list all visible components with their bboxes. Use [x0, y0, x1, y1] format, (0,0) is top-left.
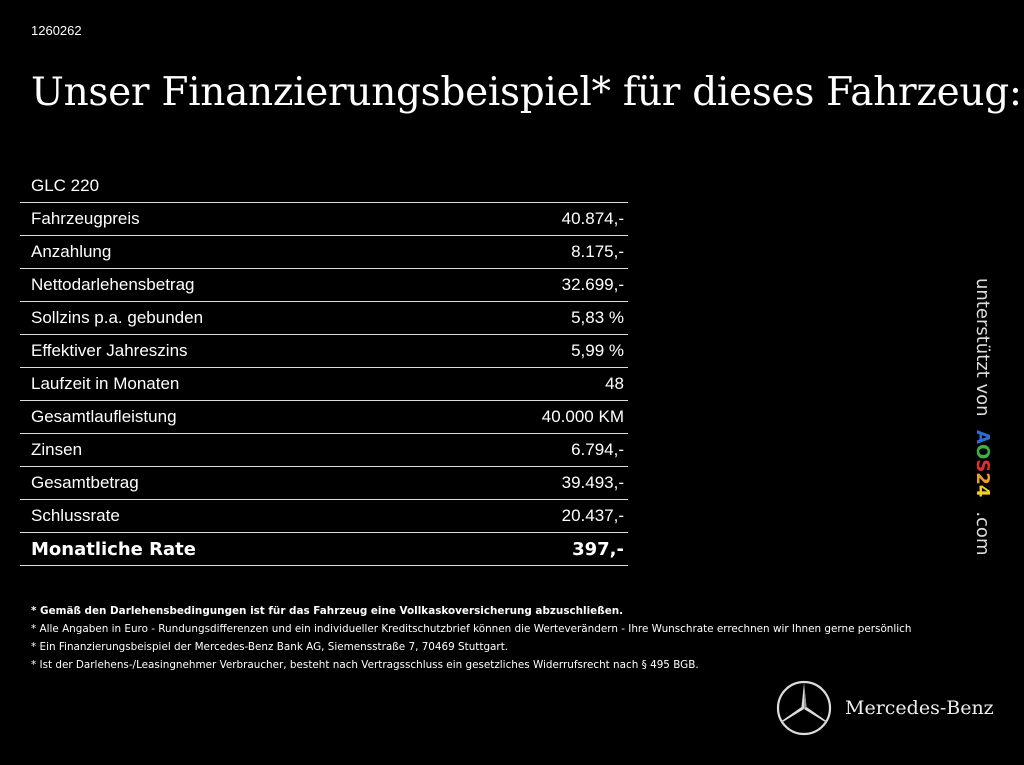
row-label: Fahrzeugpreis: [31, 209, 140, 228]
footnote: * Ist der Darlehens-/Leasingnehmer Verbr…: [31, 659, 699, 671]
row-label: Laufzeit in Monaten: [31, 374, 180, 393]
sponsor-credit: unterstützt von AOS24 .com: [972, 278, 993, 555]
aos24-logo: AOS24: [972, 430, 993, 497]
table-row: Zinsen 6.794,-: [20, 434, 628, 467]
footnote: * Ein Finanzierungsbeispiel der Mercedes…: [31, 641, 509, 653]
sponsor-prefix: unterstützt von: [972, 278, 993, 417]
row-label: Zinsen: [31, 440, 83, 459]
brand-name: Mercedes-Benz: [845, 697, 994, 719]
sponsor-suffix: .com: [972, 511, 993, 556]
logo-letter: O: [972, 444, 993, 460]
row-label: Effektiver Jahreszins: [31, 341, 188, 360]
row-value: 39.493,-: [561, 473, 624, 492]
table-row: Sollzins p.a. gebunden 5,83 %: [20, 302, 628, 335]
page-title: Unser Finanzierungsbeispiel* für dieses …: [31, 70, 1022, 115]
row-label: Gesamtbetrag: [31, 473, 139, 492]
row-label: Gesamtlaufleistung: [31, 407, 177, 426]
row-value: 6.794,-: [571, 440, 624, 459]
table-row: Anzahlung 8.175,-: [20, 236, 628, 269]
row-value: 5,99 %: [571, 341, 624, 360]
mercedes-star-icon: [776, 680, 832, 736]
row-label: Schlussrate: [31, 506, 120, 525]
row-label: Sollzins p.a. gebunden: [31, 308, 204, 327]
row-value: 40.000 KM: [541, 407, 624, 426]
row-value: 40.874,-: [561, 209, 624, 228]
table-row: Gesamtlaufleistung 40.000 KM: [20, 401, 628, 434]
model-row: GLC 220: [20, 170, 628, 203]
row-value: 5,83 %: [571, 308, 624, 327]
row-label: Nettodarlehensbetrag: [31, 275, 195, 294]
vehicle-code: 1260262: [31, 23, 82, 38]
table-row: Laufzeit in Monaten 48: [20, 368, 628, 401]
row-value: 48: [605, 374, 624, 393]
row-value: 32.699,-: [561, 275, 624, 294]
model-name: GLC 220: [31, 176, 100, 195]
row-value: 20.437,-: [561, 506, 624, 525]
row-value: 8.175,-: [571, 242, 624, 261]
footnote: * Alle Angaben in Euro - Rundungsdiffere…: [31, 623, 912, 635]
logo-letter: 4: [972, 485, 993, 498]
footnotes: * Gemäß den Darlehensbedingungen ist für…: [31, 602, 911, 674]
total-value: 397,-: [572, 538, 624, 560]
mercedes-benz-logo: Mercedes-Benz: [776, 680, 994, 736]
row-label: Anzahlung: [31, 242, 112, 261]
logo-letter: A: [972, 430, 993, 445]
table-row: Fahrzeugpreis 40.874,-: [20, 203, 628, 236]
table-row: Nettodarlehensbetrag 32.699,-: [20, 269, 628, 302]
table-row: Effektiver Jahreszins 5,99 %: [20, 335, 628, 368]
footnote: * Gemäß den Darlehensbedingungen ist für…: [31, 605, 624, 617]
table-row: Schlussrate 20.437,-: [20, 500, 628, 533]
financing-table: GLC 220 Fahrzeugpreis 40.874,- Anzahlung 8.…: [20, 170, 628, 566]
logo-letter: S: [972, 459, 993, 473]
total-row: Monatliche Rate 397,-: [20, 533, 628, 566]
logo-letter: 2: [972, 472, 993, 486]
table-row: Gesamtbetrag 39.493,-: [20, 467, 628, 500]
total-label: Monatliche Rate: [31, 538, 196, 560]
